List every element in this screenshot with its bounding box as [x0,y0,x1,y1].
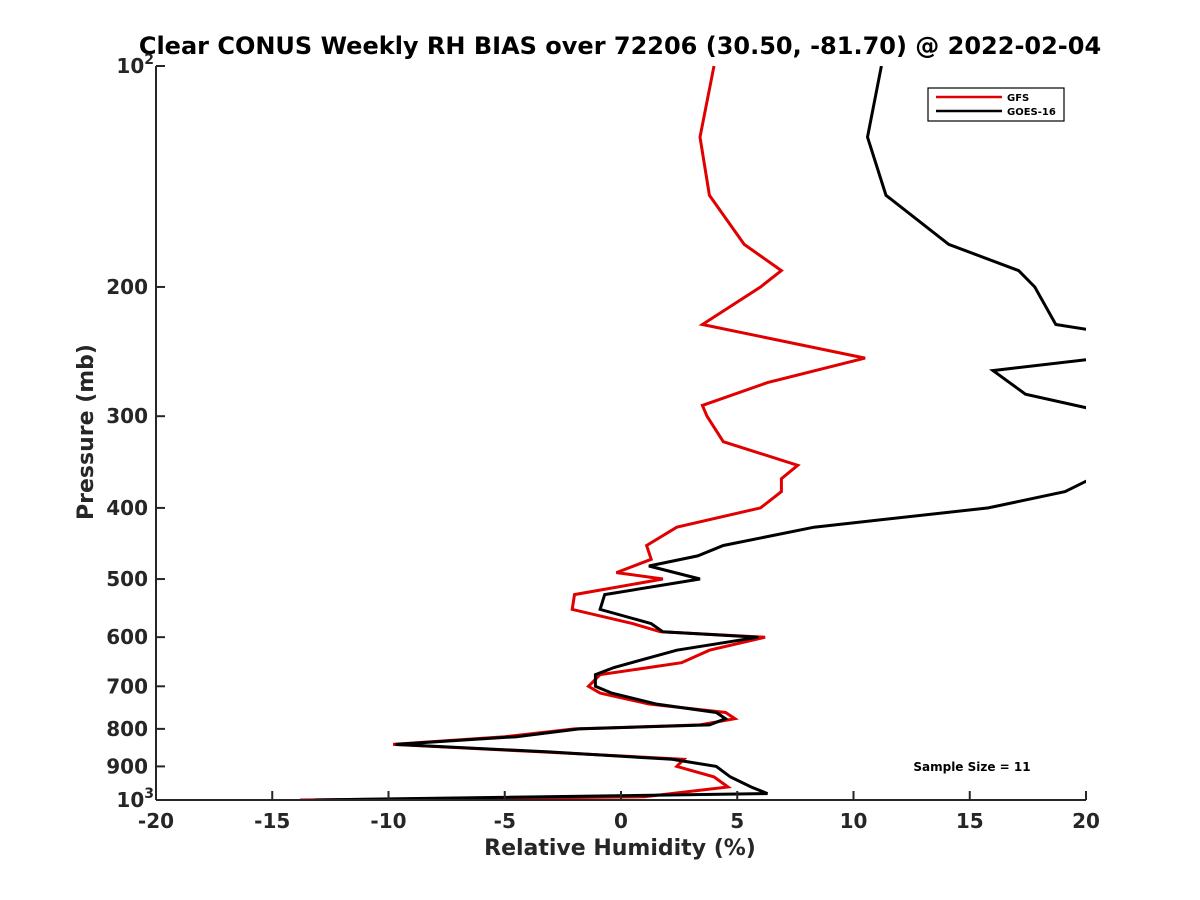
y-tick-label: 102 [116,52,154,78]
x-tick-label: 0 [614,809,628,833]
x-tick-label: 10 [840,809,868,833]
x-tick-label: -15 [254,809,290,833]
legend: GFS GOES-16 [927,87,1065,122]
x-tick-label: -5 [494,809,516,833]
sample-size-annotation: Sample Size = 11 [913,760,1030,774]
x-tick-label: -20 [138,809,174,833]
y-tick-label: 400 [106,496,148,520]
x-axis-label: Relative Humidity (%) [484,836,756,861]
y-tick-label: 600 [106,625,148,649]
plot-lines [300,66,1086,800]
y-axis-ticks: 102 200 300 400 500 600 700 800 900 103 [106,52,165,812]
legend-box [927,87,1065,122]
x-tick-label: 15 [956,809,984,833]
x-tick-label: 20 [1072,809,1100,833]
y-tick-label: 900 [106,754,148,778]
y-axis-label: Pressure (mb) [74,344,99,520]
y-tick-label: 200 [106,275,148,299]
x-axis-ticks: -20 -15 -10 -5 0 5 10 15 20 [138,791,1100,833]
y-tick-label: 300 [106,404,148,428]
y-tick-label: 800 [106,717,148,741]
x-tick-label: 5 [730,809,744,833]
y-tick-label: 700 [106,674,148,698]
y-tick-label: 103 [116,786,154,812]
x-tick-label: -10 [370,809,406,833]
legend-label-gfs: GFS [1007,93,1029,104]
chart-title: Clear CONUS Weekly RH BIAS over 72206 (3… [139,32,1101,60]
legend-label-goes16: GOES-16 [1007,107,1056,118]
axes [155,66,1086,801]
series-line-goes16 [314,66,1086,800]
series-line-gfs [300,66,866,800]
y-tick-label: 500 [106,567,148,591]
